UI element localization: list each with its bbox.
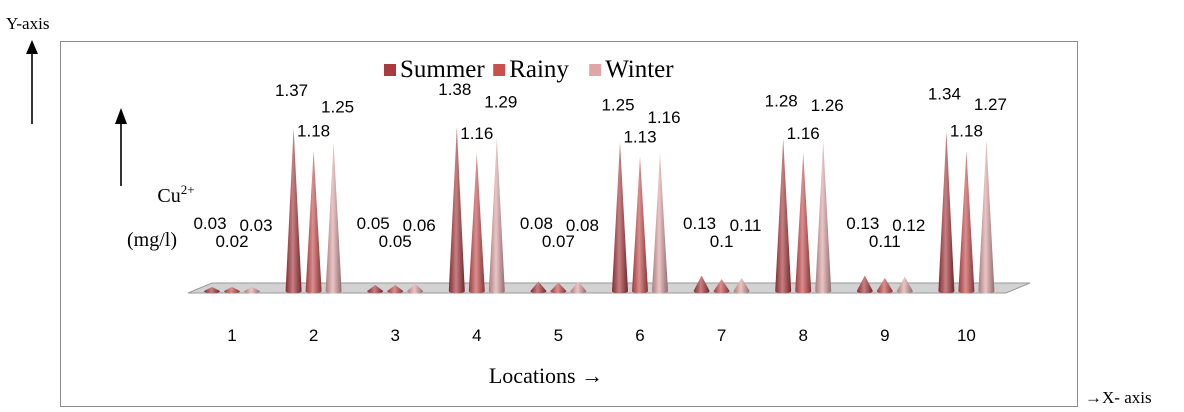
x-tick-label: 8 <box>798 326 807 345</box>
cone-summer-2 <box>286 128 302 294</box>
bar <box>306 151 322 294</box>
x-tick-label: 5 <box>554 326 563 345</box>
bar <box>286 128 302 294</box>
y-axis-label-unit: (mg/l) <box>127 229 177 251</box>
data-label: 1.25 <box>601 95 634 114</box>
cone-rainy-10 <box>958 151 974 294</box>
bar <box>449 127 465 294</box>
bar <box>652 153 668 294</box>
bar <box>938 132 954 294</box>
bar <box>815 141 831 293</box>
chart-bars <box>204 127 994 294</box>
data-label: 0.13 <box>683 214 716 233</box>
cone-summer-6 <box>612 142 628 293</box>
data-label: 0.08 <box>566 216 599 235</box>
data-label: 1.29 <box>484 92 517 111</box>
data-label: 1.28 <box>765 92 798 111</box>
data-label: 1.18 <box>297 122 330 141</box>
bar <box>775 139 791 294</box>
y-axis-label: Cu2+ (mg/l) <box>127 182 195 251</box>
data-label: 1.18 <box>950 122 983 141</box>
legend-swatch <box>589 64 601 76</box>
data-label: 1.34 <box>928 85 961 104</box>
cone-summer-4 <box>449 127 465 294</box>
cone-rainy-6 <box>632 157 648 294</box>
legend-item-rainy: Rainy <box>493 56 569 83</box>
y-axis-label-text: Cu <box>157 185 180 207</box>
data-label: 1.37 <box>275 81 308 100</box>
x-axis-caption: →X- axis <box>1085 388 1152 408</box>
bar <box>795 153 811 294</box>
bar <box>326 142 342 293</box>
x-tick-label: 7 <box>717 326 726 345</box>
legend-label: Rainy <box>509 56 569 83</box>
cone-rainy-8 <box>795 153 811 294</box>
data-label: 0.03 <box>239 216 272 235</box>
x-tick-label: 10 <box>957 326 976 345</box>
bar <box>469 153 485 294</box>
x-axis-label: Locations → <box>489 363 603 388</box>
data-label: 1.16 <box>647 108 680 127</box>
legend-swatch <box>493 64 505 76</box>
bar <box>958 151 974 294</box>
x-tick-label: 6 <box>635 326 644 345</box>
data-label: 0.06 <box>403 216 436 235</box>
x-tick-label: 2 <box>309 326 318 345</box>
svg-text:Cu2+: Cu2+ <box>157 182 194 207</box>
legend-swatch <box>384 64 396 76</box>
data-label: 1.38 <box>438 80 471 99</box>
legend-item-winter: Winter <box>589 56 674 83</box>
data-label: 1.16 <box>787 124 820 143</box>
bar <box>612 142 628 293</box>
inner-up-arrow-icon <box>115 108 127 186</box>
cone-summer-8 <box>775 139 791 294</box>
x-tick-label: 1 <box>227 326 236 345</box>
cone-summer-10 <box>938 132 954 294</box>
data-label: 0.12 <box>892 216 925 235</box>
x-tick-label: 3 <box>390 326 399 345</box>
data-label: 0.11 <box>730 216 762 235</box>
chart-legend: Summer Rainy Winter <box>384 56 674 83</box>
data-label: 0.05 <box>357 214 390 233</box>
cone-rainy-2 <box>306 151 322 294</box>
x-tick-label: 4 <box>472 326 481 345</box>
cone-winter-4 <box>489 137 505 293</box>
data-label: 0.03 <box>193 214 226 233</box>
cone-winter-10 <box>978 140 994 294</box>
data-label: 1.16 <box>460 124 493 143</box>
data-label: 1.13 <box>623 128 656 147</box>
cone-rainy-4 <box>469 153 485 294</box>
legend-label: Winter <box>605 56 674 83</box>
bar <box>978 140 994 294</box>
cone-winter-2 <box>326 142 342 293</box>
data-label: 1.27 <box>974 95 1007 114</box>
data-label: 0.13 <box>846 214 879 233</box>
x-tick-label: 9 <box>880 326 889 345</box>
bar <box>632 157 648 294</box>
y-axis-label-superscript: 2+ <box>181 182 195 197</box>
bar <box>489 137 505 293</box>
cone-winter-8 <box>815 141 831 293</box>
data-label: 0.08 <box>520 214 553 233</box>
chart-category-labels: 1 2 3 4 5 6 7 8 9 10 <box>227 326 976 345</box>
data-label: 1.26 <box>811 96 844 115</box>
cone-winter-6 <box>652 153 668 294</box>
data-label: 1.25 <box>321 97 354 116</box>
